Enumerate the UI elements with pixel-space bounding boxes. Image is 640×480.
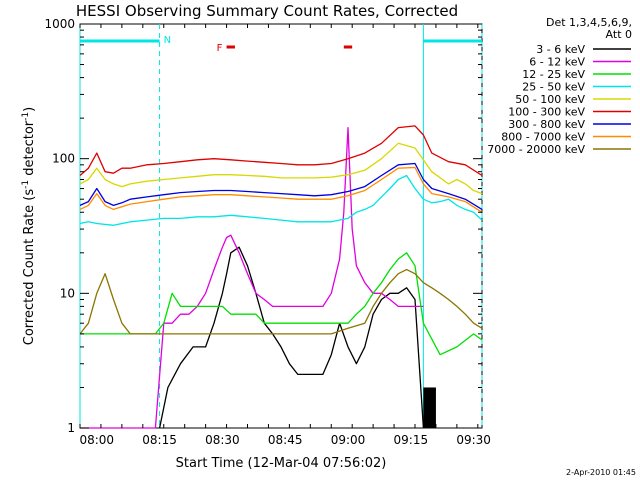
x-tick-label: 09:00 (331, 433, 366, 447)
chart-title: HESSI Observing Summary Count Rates, Cor… (76, 2, 458, 20)
series-line-2 (80, 252, 483, 356)
legend-header-attenuator: Att 0 (606, 28, 632, 41)
y-axis-ticks: 1 10 100 1000 (44, 17, 482, 435)
legend-label-3: 25 - 50 keV (522, 81, 585, 94)
y-axis-label: Corrected Count Rate (s-1 detector-1) (21, 107, 37, 345)
plot-area: NF 08:00 08:15 08:30 08:45 09:00 09:15 09:30 1… (44, 17, 490, 447)
y-tick-label: 1000 (44, 17, 75, 31)
y-tick-label: 1 (67, 421, 75, 435)
x-tick-label: 08:15 (142, 433, 177, 447)
series-line-1 (80, 126, 424, 429)
legend-label-6: 300 - 800 keV (508, 118, 585, 131)
series-line-4 (79, 142, 483, 195)
legend-label-0: 3 - 6 keV (536, 43, 585, 56)
x-tick-label: 09:15 (394, 433, 429, 447)
series-line-6 (79, 162, 483, 210)
legend-label-2: 12 - 25 keV (522, 68, 585, 81)
legend-label-4: 50 - 100 keV (515, 93, 585, 106)
y-label-part1: Corrected Count Rate (s (22, 189, 37, 346)
series-line-8 (79, 268, 483, 335)
x-tick-label: 08:30 (205, 433, 240, 447)
legend-header-detectors: Det 1,3,4,5,6,9, (546, 16, 632, 29)
legend-label-7: 800 - 7000 keV (501, 131, 585, 144)
y-tick-label: 10 (60, 286, 75, 300)
series-line-3 (79, 174, 483, 226)
y-tick-label: 100 (52, 152, 75, 166)
generated-timestamp: 2-Apr-2010 01:45 (566, 468, 636, 477)
saa-data-gap (423, 387, 436, 428)
x-axis-ticks: 08:00 08:15 08:30 08:45 09:00 09:15 09:30 (79, 24, 491, 447)
night-marker: N (164, 35, 171, 46)
x-tick-label: 09:30 (456, 433, 491, 447)
annotations: NF (79, 24, 483, 428)
y-label-part2: detector (22, 120, 37, 180)
x-axis-label: Start Time (12-Mar-04 07:56:02) (176, 456, 387, 471)
flare-marker: F (217, 43, 223, 54)
series-line-0 (158, 246, 425, 429)
x-tick-label: 08:00 (79, 433, 114, 447)
y-label-exp2: -1 (21, 112, 31, 121)
x-tick-label: 08:45 (268, 433, 303, 447)
plot-frame (79, 23, 483, 429)
y-label-exp1: -1 (21, 180, 31, 189)
legend-label-8: 7000 - 20000 keV (487, 143, 585, 156)
series-line-7 (79, 166, 483, 213)
legend-label-1: 6 - 12 keV (529, 56, 585, 69)
y-label-part3: ) (22, 107, 37, 112)
series-line-5 (79, 125, 483, 177)
series-layer (79, 125, 483, 429)
legend-label-5: 100 - 300 keV (508, 106, 585, 119)
